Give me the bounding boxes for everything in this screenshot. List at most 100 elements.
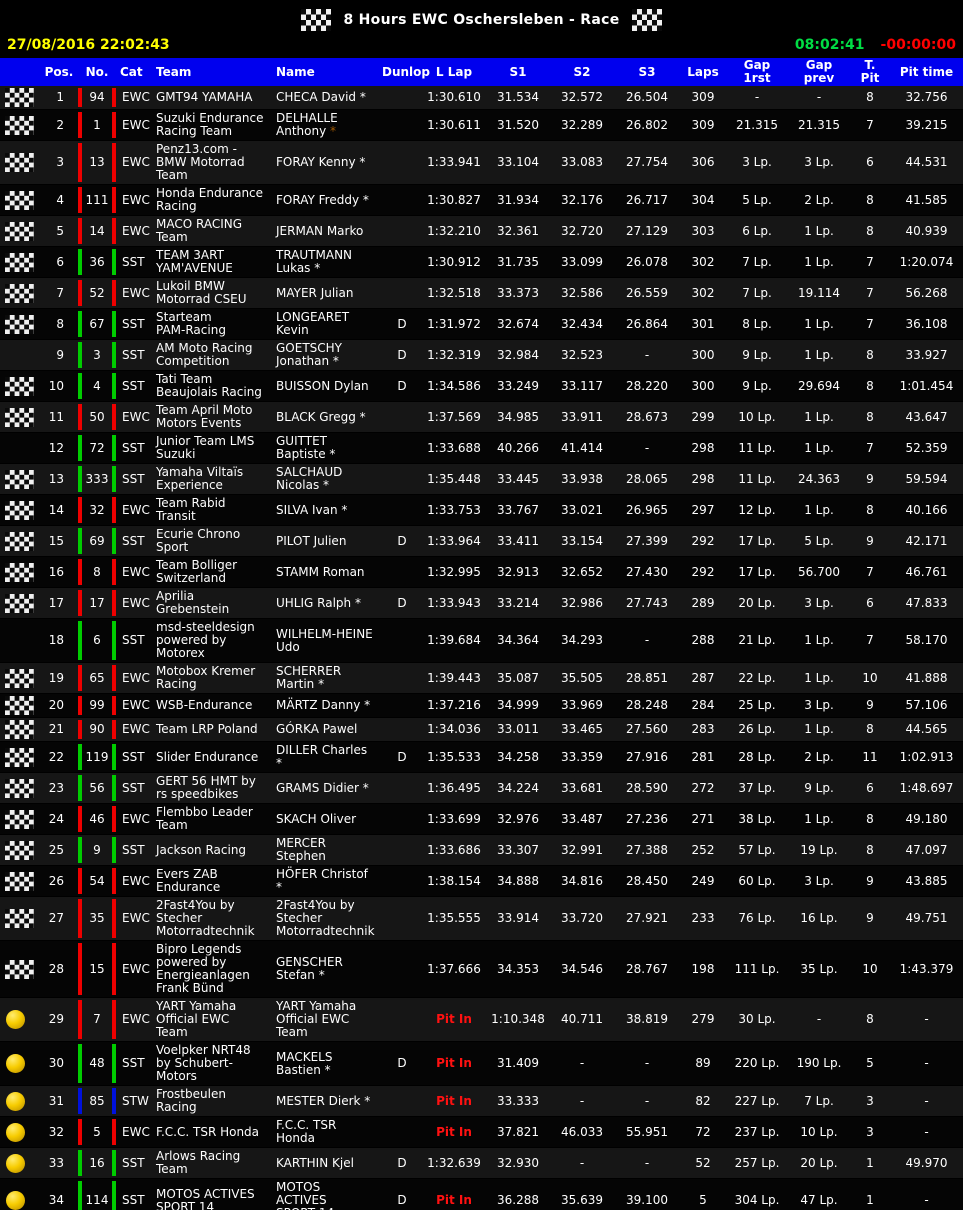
last-lap-cell: 1:38.154 [427,873,481,888]
laps-cell: 284 [691,698,715,712]
category-cell: SST [122,780,145,795]
s3-cell: - [644,633,650,647]
position-cell: 22 [48,749,64,764]
team-cell: TEAM 3ART YAM'AVENUE [156,248,233,275]
s1-cell: 31.934 [497,192,539,207]
total-pit-cell: 5 [866,1056,874,1070]
column-header-no: No. [85,64,109,79]
last-lap-cell: Pit In [436,1093,472,1108]
last-lap-cell: 1:34.586 [427,378,481,393]
title-bar: 8 Hours EWC Oschersleben - Race [0,0,963,34]
team-cell: Junior Team LMS Suzuki [156,434,255,461]
s1-cell: 34.888 [497,873,539,888]
gap-first-cell: 20 Lp. [738,595,776,610]
last-lap-cell: 1:37.569 [427,409,481,424]
laps-cell: 304 [691,192,715,207]
flag-cell [0,153,40,172]
team-cell: msd-steeldesign powered by Motorex [156,620,255,660]
s2-cell: 33.681 [561,780,603,795]
last-lap-cell: 1:32.319 [427,347,481,362]
gap-first-cell: 38 Lp. [738,811,776,826]
flag-cell [0,778,40,798]
s2-cell: 40.711 [561,1012,603,1026]
name-cell: SKACH Oliver [276,811,357,826]
s3-cell: 28.767 [626,961,668,976]
gap-first-cell: 21.315 [736,117,778,132]
pit-time-cell: 47.833 [905,595,948,610]
name-cell: FORAY Kenny * [276,155,366,169]
category-bar [112,497,116,523]
s1-cell: 33.214 [497,595,539,610]
gap-prev-cell: 1 Lp. [804,409,834,424]
last-lap-cell: 1:33.753 [427,502,481,517]
gap-first-cell: 7 Lp. [742,254,772,269]
name-cell: DILLER Charles * [276,743,368,770]
category-bar [112,1088,116,1114]
pit-time-cell: 42.171 [905,533,948,548]
checkered-flag-icon [5,809,34,829]
table-row: 13 333 SST Yamaha Viltaïs Experience SALCHAU… [0,464,963,495]
category-cell: EWC [122,90,150,104]
number-cell: 13 [89,155,105,169]
table-row: 10 4 SST Tati Team Beaujolais Racing BUISSON… [0,371,963,402]
position-cell: 14 [48,502,64,517]
timing-table-body: 1 94 EWC GMT94 YAMAHA CHECA David * 1:30.610 3… [0,86,963,1210]
gap-first-cell: 111 Lp. [734,961,780,976]
team-cell: Team LRP Poland [156,722,258,736]
table-row: 32 5 EWC F.C.C. TSR Honda F.C.C. TSR Honda Pi… [0,1117,963,1148]
column-header-cat: Cat [120,64,143,79]
laps-cell: 249 [691,873,715,888]
number-cell: 72 [89,440,105,455]
session-datetime: 27/08/2016 22:02:43 [7,37,170,53]
pit-time-cell: 1:01.454 [899,378,954,393]
category-bar [78,559,82,585]
checkered-flag-icon [5,407,34,427]
pit-status-icon [6,1091,25,1111]
s1-cell: 37.821 [497,1124,539,1139]
total-pit-cell: 8 [866,409,874,424]
dunlop-cell: D [397,1056,407,1070]
category-bar [78,1088,82,1114]
s1-cell: 32.976 [497,811,539,826]
s2-cell: 32.176 [561,192,603,207]
s1-cell: 32.930 [497,1155,539,1170]
category-bar [112,218,116,244]
name-cell: GRAMS Didier * [276,780,369,795]
number-cell: 119 [85,749,109,764]
category-bar [112,528,116,554]
name-cell: LONGEARET Kevin [276,310,350,337]
team-cell: GMT94 YAMAHA [156,90,253,104]
pit-time-cell: 36.108 [905,316,948,331]
category-cell: EWC [122,409,150,424]
team-cell: Flembbo Leader Team [156,805,253,832]
gap-first-cell: 7 Lp. [742,285,772,300]
s3-cell: 26.864 [626,316,668,331]
gap-first-cell: 17 Lp. [738,564,776,579]
checkered-flag-icon [5,153,34,172]
gap-prev-cell: 24.363 [798,471,840,486]
flag-cell [0,720,40,739]
s3-cell: 27.430 [626,564,668,579]
category-bar [78,868,82,894]
laps-cell: 287 [691,670,715,685]
s1-cell: 33.249 [497,378,539,393]
category-cell: SST [122,533,145,548]
category-bar [78,621,82,660]
team-cell: Frostbeulen Racing [156,1087,226,1114]
column-header-gap-first: Gap 1rst [743,58,771,85]
category-bar [112,559,116,585]
category-bar [78,775,82,801]
category-bar [112,1150,116,1176]
category-bar [112,837,116,863]
checkered-flag-icon [5,696,34,715]
team-cell: 2Fast4You by Stecher Motorradtechnik [156,898,255,938]
category-cell: SST [122,633,145,647]
category-bar [112,665,116,691]
flag-cell [0,531,40,551]
team-cell: Bipro Legends powered by Energieanlagen … [156,942,250,995]
table-row: 3 13 EWC Penz13.com - BMW Motorrad Team FORA… [0,141,963,185]
name-cell: 2Fast4You by Stecher Motorradtechnik [276,898,375,938]
s1-cell: 32.361 [497,223,539,238]
category-cell: SST [122,1056,145,1070]
number-cell: 333 [85,471,109,486]
